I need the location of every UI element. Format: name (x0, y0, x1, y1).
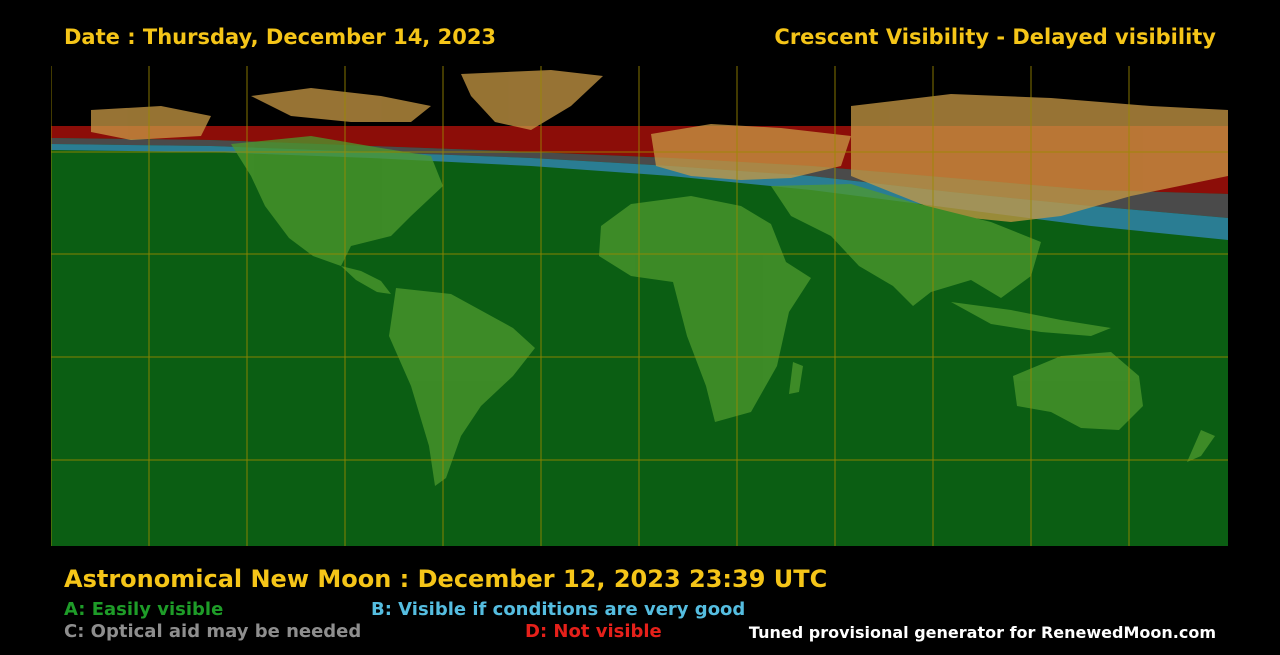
central-america-land (341, 266, 391, 294)
asia-land (851, 94, 1228, 222)
generator-credit: Tuned provisional generator for RenewedM… (748, 623, 1216, 642)
madagascar-land (789, 362, 803, 394)
alaska-land (91, 106, 211, 140)
graticule (51, 66, 1228, 546)
new-moon-time: Astronomical New Moon : December 12, 202… (64, 565, 828, 593)
visibility-map (51, 66, 1228, 546)
legend-zone-c: C: Optical aid may be needed (64, 621, 362, 642)
arctic-archipelago-land (251, 88, 431, 122)
australia-land (1013, 352, 1143, 430)
south-america-land (389, 288, 535, 486)
legend-zone-d: D: Not visible (525, 621, 662, 642)
greenland-land (461, 70, 603, 130)
legend-zone-a: A: Easily visible (64, 599, 224, 620)
africa-land (599, 196, 811, 422)
asia-south-land (771, 184, 1041, 306)
legend-zone-b: B: Visible if conditions are very good (371, 599, 746, 620)
date-title: Date : Thursday, December 14, 2023 (64, 25, 497, 49)
new-zealand-land (1187, 430, 1215, 462)
landmasses (91, 70, 1228, 486)
north-america-land (231, 136, 443, 266)
visibility-title: Crescent Visibility - Delayed visibility (774, 25, 1216, 49)
